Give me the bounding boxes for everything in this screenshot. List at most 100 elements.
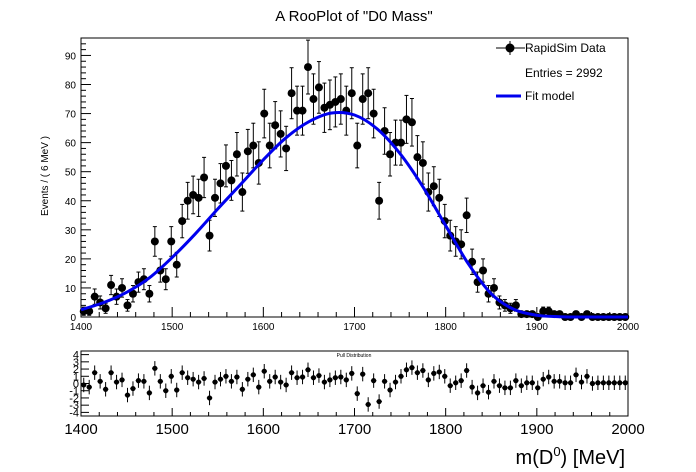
main-y-tick-label: 70 (65, 110, 77, 121)
main-y-tick-label: 0 (70, 313, 76, 324)
pull-point (606, 375, 612, 390)
pull-marker (86, 384, 92, 390)
pull-marker (272, 374, 278, 380)
main-y-axis-label: Events / ( 6 MeV ) (40, 136, 51, 216)
pull-point (316, 368, 322, 383)
pull-point (524, 375, 530, 390)
pull-point (190, 371, 196, 387)
pull-title: Pull Distribution (337, 353, 372, 359)
pull-point (469, 379, 475, 395)
marker (118, 283, 127, 292)
pull-point (365, 397, 371, 412)
pull-marker (327, 377, 333, 383)
data-point (282, 125, 291, 172)
pull-x-axis-label: m(D0) [MeV] (516, 444, 625, 469)
legend-data-marker (505, 43, 515, 53)
data-point (123, 299, 132, 312)
data-point (271, 101, 280, 150)
pull-marker (152, 365, 158, 371)
data-point (211, 178, 220, 217)
main-y-tick-label: 20 (65, 255, 77, 266)
pull-point (485, 384, 492, 400)
pull-marker (502, 385, 508, 391)
main-y-tick-label: 60 (65, 139, 77, 150)
pull-y-tick-label: -1 (69, 386, 79, 398)
pull-marker (595, 380, 601, 386)
pull-marker (360, 371, 366, 377)
main-y-tick-label: 10 (65, 284, 77, 295)
data-point (249, 122, 258, 169)
pull-x-ticks: 1400 1500 1600 1700 1800 1900 2000 (64, 408, 645, 438)
pull-marker (124, 392, 131, 398)
pull-marker (529, 380, 535, 386)
data-point (150, 226, 159, 257)
pull-point (135, 373, 142, 388)
marker (161, 275, 170, 284)
pull-marker (212, 379, 218, 385)
data-point (413, 135, 422, 180)
fit-curve (80, 110, 628, 319)
pull-marker (469, 384, 475, 390)
pull-point (327, 372, 333, 388)
x-axis-label-sup: 0 (553, 444, 560, 459)
pull-point (349, 366, 355, 381)
pull-point (305, 362, 311, 377)
pull-marker (513, 378, 519, 384)
data-point (407, 97, 416, 147)
pull-point (425, 372, 432, 388)
pull-marker (409, 365, 415, 371)
pull-point (108, 365, 114, 380)
data-point (101, 302, 110, 314)
marker (265, 141, 274, 150)
data-point (232, 132, 241, 177)
pull-point (299, 369, 306, 385)
pull-point (414, 365, 421, 380)
marker (304, 63, 313, 72)
pull-point (261, 364, 267, 379)
data-point (287, 67, 296, 120)
pull-marker (611, 380, 617, 386)
pull-marker (381, 378, 388, 384)
pull-point (600, 375, 607, 390)
pull-point (212, 374, 218, 390)
pull-marker (403, 367, 410, 373)
marker (287, 89, 296, 98)
marker (128, 289, 137, 298)
pull-marker (135, 378, 142, 384)
pull-marker (168, 373, 174, 379)
pull-marker (442, 373, 448, 379)
data-point (304, 39, 313, 95)
main-y-tick-label: 50 (65, 168, 77, 179)
marker (205, 231, 214, 240)
pull-point (256, 379, 262, 395)
pull-point (157, 374, 164, 389)
pull-marker (540, 376, 546, 382)
marker (511, 301, 520, 310)
pull-marker (130, 385, 136, 392)
pull-marker (392, 379, 399, 385)
pull-marker (310, 375, 317, 381)
pull-marker (97, 378, 103, 384)
marker (396, 138, 405, 147)
data-point (183, 181, 192, 220)
main-x-tick-label: 1800 (435, 322, 458, 333)
data-points (79, 39, 630, 321)
marker (298, 106, 307, 115)
pull-point (184, 370, 191, 385)
pull-y-tick-label: -3 (69, 400, 79, 412)
marker (418, 158, 427, 167)
data-point (205, 219, 214, 252)
pull-y-tick-label: 0 (73, 379, 79, 391)
marker (238, 188, 247, 197)
pull-point (480, 378, 486, 393)
pull-point (518, 378, 525, 393)
data-point (221, 144, 230, 188)
pull-point (277, 374, 284, 390)
pull-x-tick-label: 1500 (155, 421, 188, 438)
pull-point (102, 382, 109, 397)
marker (413, 153, 422, 162)
marker (216, 179, 225, 188)
pull-marker (589, 380, 596, 387)
pull-point (223, 369, 229, 384)
